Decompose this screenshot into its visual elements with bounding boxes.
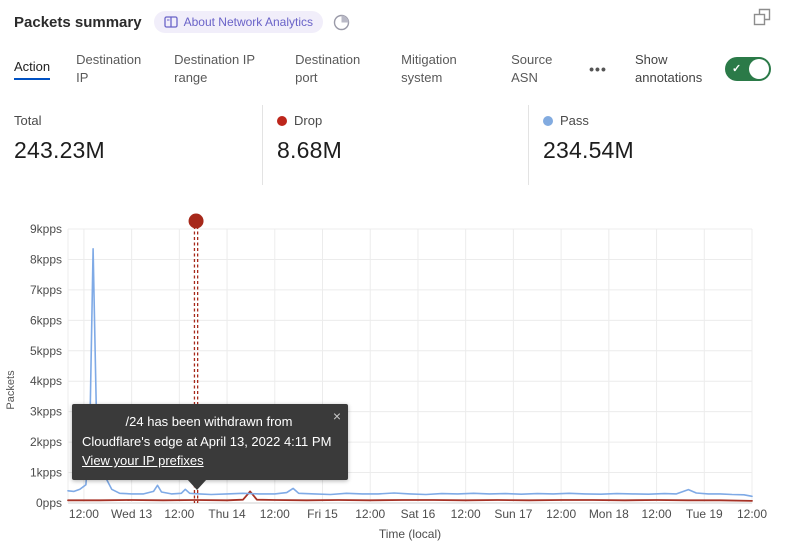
series-drop-line	[67, 490, 753, 502]
panel-header: Packets summary About Network Analytics	[14, 8, 771, 36]
svg-text:8kpps: 8kpps	[30, 252, 62, 266]
annotation-tooltip: × /24 has been withdrawn from Cloudflare…	[72, 404, 348, 490]
stat-total-value: 243.23M	[14, 137, 105, 163]
tooltip-caret	[187, 478, 207, 490]
tab-action[interactable]: Action	[14, 58, 51, 81]
svg-text:4kpps: 4kpps	[30, 374, 62, 388]
svg-text:Sat 16: Sat 16	[401, 507, 436, 521]
svg-text:12:00: 12:00	[260, 507, 290, 521]
svg-text:6kpps: 6kpps	[30, 313, 62, 327]
svg-text:12:00: 12:00	[69, 507, 99, 521]
svg-text:Wed 13: Wed 13	[111, 507, 152, 521]
badge-label: About Network Analytics	[183, 15, 313, 29]
annotation-text-line1: /24 has been withdrawn from	[125, 414, 293, 429]
svg-text:Thu 14: Thu 14	[208, 507, 246, 521]
svg-text:Mon 18: Mon 18	[589, 507, 629, 521]
show-annotations-toggle[interactable]: ✓	[725, 57, 771, 81]
view-ip-prefixes-link[interactable]: View your IP prefixes	[82, 453, 204, 468]
stat-pass: Pass 234.54M	[528, 105, 785, 185]
series-pass-line	[67, 247, 753, 498]
annotation-text-line2: Cloudflare's edge at April 13, 2022 4:11…	[82, 433, 332, 449]
svg-text:12:00: 12:00	[737, 507, 767, 521]
svg-text:12:00: 12:00	[355, 507, 385, 521]
check-icon: ✓	[732, 63, 742, 75]
tab-destination-ip-range[interactable]: Destination IP range	[174, 52, 255, 85]
show-annotations-label: Show annotations	[635, 52, 703, 85]
stat-total-label: Total	[14, 113, 42, 128]
stat-total: Total 243.23M	[0, 105, 262, 185]
stat-drop-value: 8.68M	[277, 137, 342, 163]
tab-mitigation-system[interactable]: Mitigation system	[401, 52, 457, 85]
svg-text:12:00: 12:00	[451, 507, 481, 521]
svg-text:2kpps: 2kpps	[30, 435, 62, 449]
stat-drop-label: Drop	[294, 113, 323, 128]
stat-pass-label: Pass	[560, 113, 589, 128]
tab-source-asn[interactable]: Source ASN	[511, 52, 553, 85]
svg-text:5kpps: 5kpps	[30, 344, 62, 358]
tab-destination-port[interactable]: Destination port	[295, 52, 361, 85]
pass-legend-dot	[543, 115, 553, 126]
packets-time-series-chart[interactable]: 0pps 1kpps 2kpps 3kpps 4kpps 5kpps 6kpps 7kpps 8…	[0, 200, 785, 555]
drop-legend-dot	[277, 115, 287, 126]
more-tabs-icon[interactable]: •••	[589, 61, 607, 77]
popout-icon[interactable]	[753, 8, 771, 26]
toggle-knob	[749, 59, 769, 79]
svg-text:9kpps: 9kpps	[30, 222, 62, 236]
svg-text:7kpps: 7kpps	[30, 283, 62, 297]
svg-text:12:00: 12:00	[642, 507, 672, 521]
svg-text:12:00: 12:00	[546, 507, 576, 521]
stat-pass-value: 234.54M	[543, 137, 634, 163]
stat-drop-header[interactable]: Drop	[277, 113, 528, 128]
svg-text:3kpps: 3kpps	[30, 405, 62, 419]
page-title: Packets summary	[14, 13, 142, 31]
svg-text:1kpps: 1kpps	[30, 466, 62, 480]
stat-pass-header[interactable]: Pass	[543, 113, 785, 128]
close-icon[interactable]: ×	[332, 408, 341, 424]
stats-row: Total 243.23M Drop 8.68M Pass 234.54M	[0, 105, 785, 185]
svg-text:0pps: 0pps	[36, 496, 62, 510]
data-freshness-icon[interactable]	[333, 14, 350, 31]
stat-total-header[interactable]: Total	[14, 113, 262, 128]
about-network-analytics-badge[interactable]: About Network Analytics	[153, 11, 323, 33]
tab-destination-ip[interactable]: Destination IP	[76, 52, 142, 85]
svg-text:12:00: 12:00	[164, 507, 194, 521]
annotation-marker-dot[interactable]	[188, 213, 204, 229]
svg-text:Tue 19: Tue 19	[686, 507, 723, 521]
dimension-tabs: Action Destination IP Destination IP ran…	[14, 44, 771, 94]
svg-text:Packets: Packets	[5, 370, 17, 410]
svg-text:Sun 17: Sun 17	[494, 507, 532, 521]
stat-drop: Drop 8.68M	[262, 105, 528, 185]
svg-text:Time (local): Time (local)	[379, 527, 441, 541]
svg-text:Fri 15: Fri 15	[307, 507, 338, 521]
book-icon	[163, 16, 178, 28]
